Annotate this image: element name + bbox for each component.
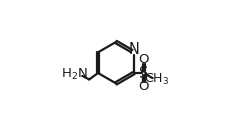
Text: O: O: [139, 80, 149, 93]
Text: CH$_3$: CH$_3$: [143, 72, 169, 87]
Text: H$_2$N: H$_2$N: [62, 67, 88, 82]
Text: O: O: [139, 53, 149, 66]
Text: S: S: [139, 66, 148, 81]
Text: N: N: [128, 42, 139, 57]
